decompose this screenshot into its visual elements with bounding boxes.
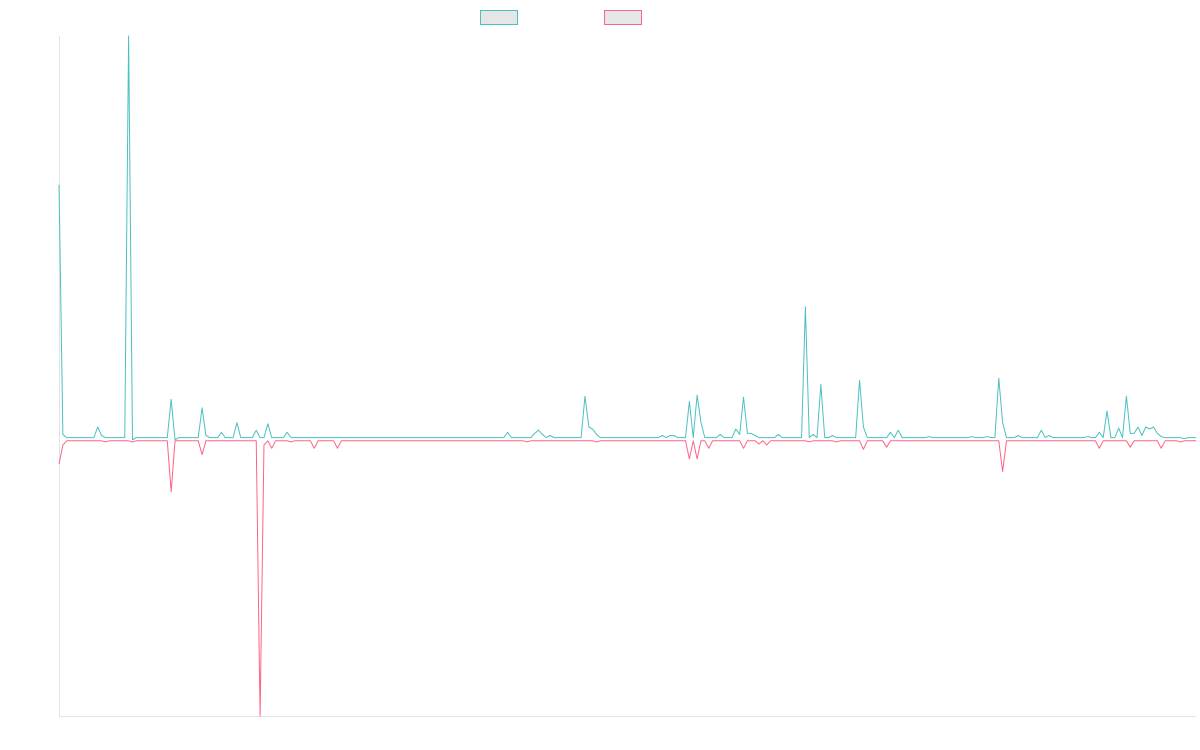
series-line-1 xyxy=(58,35,1196,441)
series-line-2 xyxy=(58,440,1196,717)
series-group xyxy=(58,35,1196,717)
legend-item-series-2[interactable] xyxy=(604,8,648,26)
legend-swatch-series-2 xyxy=(604,9,642,25)
legend-swatch-series-1 xyxy=(480,9,518,25)
legend-item-series-1[interactable] xyxy=(480,8,524,26)
legend xyxy=(0,8,1200,28)
